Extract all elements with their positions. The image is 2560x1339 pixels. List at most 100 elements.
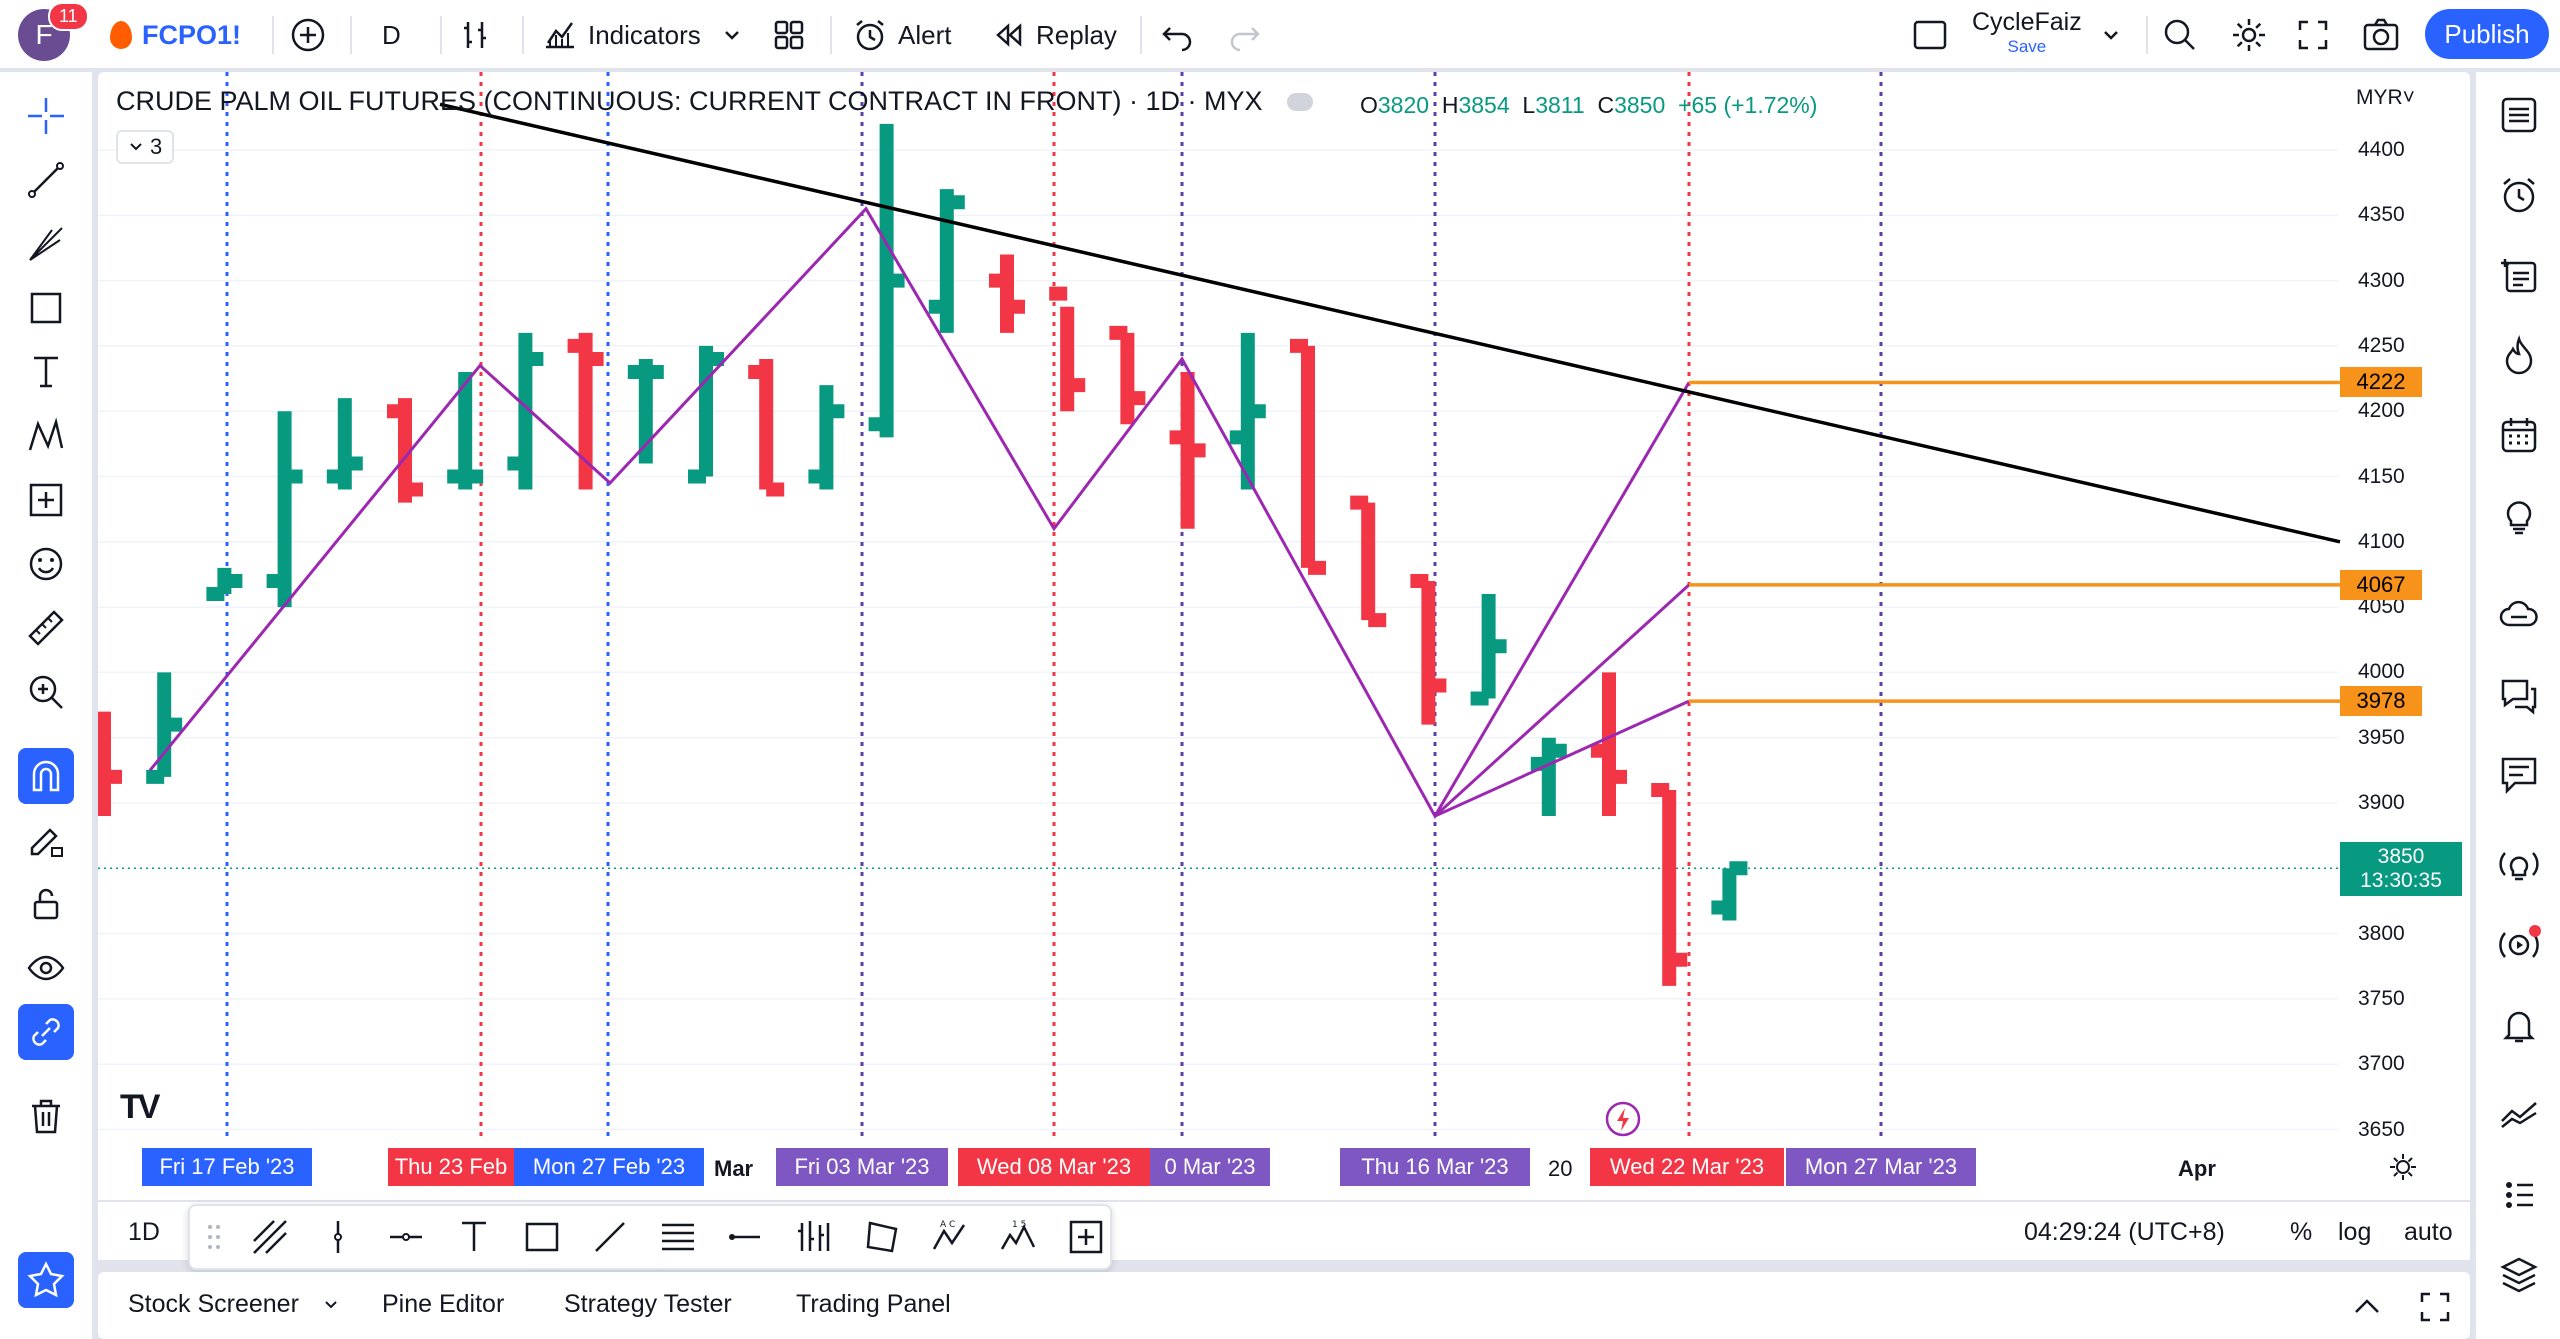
text-tool[interactable] bbox=[18, 344, 74, 400]
sync-drawings-tool[interactable] bbox=[18, 1004, 74, 1060]
replay-panel-button[interactable] bbox=[2492, 918, 2546, 972]
chart-pane[interactable] bbox=[98, 72, 2470, 1210]
publish-button[interactable]: Publish bbox=[2425, 9, 2549, 59]
data-window-button[interactable] bbox=[2492, 248, 2546, 302]
timezone-button[interactable]: 04:29:24 (UTC+8) bbox=[2024, 1218, 2225, 1246]
object-tree-button[interactable] bbox=[2492, 1248, 2546, 1302]
layout-name-button[interactable]: CycleFaiz Save bbox=[1972, 8, 2082, 58]
settings-button[interactable] bbox=[2230, 10, 2268, 60]
remove-drawings-tool[interactable] bbox=[18, 1088, 74, 1144]
line-tool[interactable] bbox=[588, 1215, 632, 1259]
abcd-pattern-tool[interactable]: A C bbox=[928, 1215, 972, 1259]
crosshair-tool[interactable] bbox=[18, 88, 74, 144]
tab-pine-editor[interactable]: Pine Editor bbox=[382, 1290, 505, 1318]
rectangle-icon bbox=[30, 292, 62, 324]
prediction-tool[interactable] bbox=[18, 472, 74, 528]
price-tick-label: 4350 bbox=[2358, 203, 2405, 227]
fullscreen-button[interactable] bbox=[2296, 10, 2330, 60]
ideas-button[interactable] bbox=[2492, 488, 2546, 542]
link-icon bbox=[32, 1018, 60, 1046]
pitchfork-tool[interactable] bbox=[18, 216, 74, 272]
favorites-tool[interactable] bbox=[18, 1252, 74, 1308]
search-button[interactable] bbox=[2162, 10, 2198, 60]
stay-in-drawing-tool[interactable] bbox=[18, 812, 74, 868]
ohlc-values: O3820 H3854 L3811 C3850 +65 (+1.72%) bbox=[1360, 92, 1817, 119]
alerts-button[interactable] bbox=[2492, 168, 2546, 222]
elliott-wave-tool[interactable]: 1 5 bbox=[996, 1215, 1040, 1259]
alert-button[interactable]: Alert bbox=[852, 10, 951, 60]
line-icon bbox=[595, 1222, 625, 1252]
emoji-tool[interactable] bbox=[18, 536, 74, 592]
lock-drawings-tool[interactable] bbox=[18, 876, 74, 932]
ohlc-bar bbox=[507, 332, 544, 490]
interval-button[interactable]: D bbox=[382, 10, 401, 60]
measure-tool[interactable] bbox=[18, 600, 74, 656]
chevron-down-icon[interactable] bbox=[322, 1296, 340, 1314]
chat-button[interactable] bbox=[2492, 588, 2546, 642]
tab-strategy-tester[interactable]: Strategy Tester bbox=[564, 1290, 732, 1318]
notifications-button[interactable] bbox=[2492, 998, 2546, 1052]
snapshot-button[interactable] bbox=[2362, 10, 2400, 60]
watchlist-button[interactable] bbox=[2492, 88, 2546, 142]
range-1d-button[interactable]: 1D bbox=[128, 1218, 160, 1246]
rectangle-tool[interactable] bbox=[520, 1215, 564, 1259]
price-chart[interactable] bbox=[98, 72, 2470, 1210]
layouts-button[interactable] bbox=[772, 10, 806, 60]
indicators-collapse-button[interactable]: 3 bbox=[116, 130, 174, 164]
polygon-tool[interactable] bbox=[860, 1215, 904, 1259]
collapse-indicator-icon[interactable] bbox=[1286, 92, 1313, 111]
auto-scale-button[interactable]: auto bbox=[2404, 1218, 2453, 1246]
pattern-tool[interactable] bbox=[18, 408, 74, 464]
notes-button[interactable] bbox=[2492, 748, 2546, 802]
messages-button[interactable] bbox=[2492, 668, 2546, 722]
compare-symbol-button[interactable] bbox=[290, 10, 326, 60]
divider bbox=[830, 16, 832, 54]
replay-button[interactable]: Replay bbox=[992, 10, 1117, 60]
svg-text:1 5: 1 5 bbox=[1012, 1220, 1026, 1230]
divider bbox=[350, 16, 352, 54]
chevron-up-icon[interactable] bbox=[2350, 1290, 2384, 1324]
ohlc-bar bbox=[266, 411, 303, 608]
chart-type-button[interactable] bbox=[460, 10, 494, 60]
text-tool[interactable] bbox=[452, 1215, 496, 1259]
cross-lines-tool[interactable] bbox=[248, 1215, 292, 1259]
axis-settings-icon[interactable] bbox=[2386, 1150, 2420, 1184]
symbol-search-button[interactable]: FCPO1! bbox=[110, 10, 241, 60]
streams-button[interactable] bbox=[2492, 838, 2546, 892]
hide-drawings-tool[interactable] bbox=[18, 940, 74, 996]
layout-checkbox[interactable] bbox=[1912, 10, 1948, 60]
undo-button[interactable] bbox=[1160, 10, 1194, 60]
close-value: 3850 bbox=[1614, 92, 1666, 118]
lightning-event-icon[interactable] bbox=[1604, 1100, 1642, 1138]
calendar-button[interactable] bbox=[2492, 408, 2546, 462]
horizontal-segment-tool[interactable] bbox=[724, 1215, 768, 1259]
tab-stock-screener[interactable]: Stock Screener bbox=[128, 1290, 299, 1318]
text-icon bbox=[462, 1221, 486, 1251]
layout-menu-button[interactable] bbox=[2100, 10, 2122, 60]
log-scale-button[interactable]: log bbox=[2338, 1218, 2372, 1246]
hotlists-button[interactable] bbox=[2492, 328, 2546, 382]
maximize-panel-icon[interactable] bbox=[2418, 1290, 2452, 1324]
vertical-line-tool[interactable] bbox=[316, 1215, 360, 1259]
tradingview-logo[interactable]: TV bbox=[120, 1088, 160, 1126]
dom-button[interactable] bbox=[2492, 1168, 2546, 1222]
redo-button[interactable] bbox=[1228, 10, 1262, 60]
projection-tool[interactable] bbox=[1064, 1215, 1108, 1259]
bars-pattern-tool[interactable] bbox=[792, 1215, 836, 1259]
fib-tool[interactable] bbox=[656, 1215, 700, 1259]
price-tick-label: 3750 bbox=[2358, 986, 2405, 1010]
rectangle-tool[interactable] bbox=[18, 280, 74, 336]
currency-selector[interactable]: MYR˅ bbox=[2356, 86, 2415, 109]
magnet-tool[interactable] bbox=[18, 748, 74, 804]
plus-circle-icon bbox=[291, 18, 325, 52]
percent-scale-button[interactable]: % bbox=[2290, 1218, 2313, 1246]
trend-line-tool[interactable] bbox=[18, 152, 74, 208]
horizontal-level-label: 3978 bbox=[2340, 686, 2422, 717]
zoom-tool[interactable] bbox=[18, 664, 74, 720]
drag-handle[interactable] bbox=[204, 1215, 224, 1259]
ohlc-bar bbox=[326, 398, 363, 490]
tab-trading-panel[interactable]: Trading Panel bbox=[796, 1290, 951, 1318]
horizontal-ray-tool[interactable] bbox=[384, 1215, 428, 1259]
trading-panel-button[interactable] bbox=[2492, 1088, 2546, 1142]
indicators-button[interactable]: Indicators bbox=[542, 10, 743, 60]
